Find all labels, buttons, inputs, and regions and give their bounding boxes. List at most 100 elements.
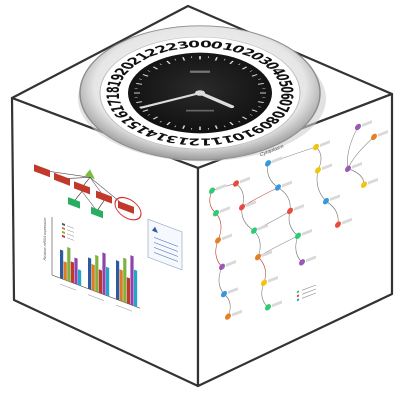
- clock-tick: [152, 66, 159, 70]
- tree-leaf-node: [91, 206, 103, 219]
- clock-tick: [182, 57, 186, 61]
- pathway-label-box: [306, 255, 316, 263]
- tree-node: [54, 172, 70, 186]
- pathway-label-box: [216, 183, 226, 191]
- pathway-label-box: [320, 140, 330, 147]
- chart-bar: [102, 252, 106, 296]
- tree-nodes: [34, 164, 134, 219]
- chart-bar: [123, 257, 127, 304]
- pathway-label-box: [268, 275, 278, 283]
- clock-tick: [258, 78, 262, 80]
- pathway-node: [345, 165, 351, 173]
- clock-brand-marks: [186, 70, 214, 112]
- pathway-label-box: [362, 120, 372, 127]
- clock-tick: [136, 101, 143, 103]
- clock-number: 01: [208, 39, 236, 53]
- clock-tick: [223, 125, 226, 128]
- pathway-node: [355, 123, 361, 131]
- clock-hub: [195, 90, 205, 96]
- chart-x-tick-label: [60, 283, 76, 291]
- clock-tick: [174, 125, 177, 128]
- pathway-node: [323, 197, 329, 205]
- clock-tick: [249, 114, 253, 116]
- clock-number: 17: [104, 98, 129, 114]
- clock-tick: [241, 66, 248, 70]
- clock-tick: [229, 60, 234, 65]
- chart-bar: [60, 249, 64, 280]
- pathway-node: [255, 253, 261, 261]
- clock-tick: [159, 120, 162, 123]
- pathway-node: [313, 143, 319, 151]
- chart-bar: [91, 263, 95, 292]
- chart-legend: [62, 222, 74, 241]
- bar-chart: Relative mRNA expression: [43, 216, 140, 312]
- pathway-label-box: [378, 130, 388, 137]
- pathway-node: [315, 167, 321, 174]
- clock-tick: [257, 83, 264, 85]
- clock-number: 19: [104, 73, 129, 89]
- legend-box: [147, 218, 183, 271]
- pathway-node: [221, 290, 227, 298]
- clock-tick: [136, 83, 143, 85]
- pathway-node: [287, 207, 293, 215]
- tree-leaf-node: [68, 197, 80, 209]
- pathway-label-box: [342, 217, 352, 225]
- chart-bar: [67, 246, 71, 282]
- clock-number: 13: [164, 132, 192, 146]
- tree-node: [74, 181, 90, 195]
- clock-number: 12: [188, 136, 212, 147]
- chart-bar: [74, 257, 78, 285]
- clock-tick: [147, 70, 151, 72]
- pathway-label-box: [330, 194, 340, 202]
- tree-root-node: [85, 169, 95, 180]
- chart-bar: [70, 261, 74, 284]
- pathway-node: [225, 313, 231, 320]
- clock: 0001020304050607080910111213141516171819…: [78, 25, 326, 162]
- clock-tick: [238, 120, 241, 123]
- pathway-label-box: [232, 309, 242, 317]
- clock-tick: [249, 70, 253, 72]
- clock-tick: [138, 78, 142, 80]
- pathway-label-box: [272, 156, 282, 164]
- tree-node: [34, 164, 50, 178]
- chart-ylabel: Relative mRNA expression: [43, 217, 47, 261]
- clock-tick: [229, 121, 234, 126]
- clock-tick: [147, 114, 151, 116]
- chart-bar: [88, 257, 92, 290]
- pathway-label-box: [294, 204, 304, 211]
- pathway-label-box: [222, 233, 232, 241]
- clock-tick: [159, 63, 162, 66]
- pathway-node: [299, 259, 305, 266]
- pathway-node: [295, 232, 301, 240]
- chart-bar: [119, 269, 123, 302]
- pathway-label-box: [322, 163, 332, 171]
- pathway-node: [251, 227, 257, 234]
- pathway-edge: [347, 126, 359, 169]
- chart-bar: [98, 269, 103, 294]
- left-face-content: Relative mRNA expression: [34, 164, 183, 312]
- chart-bars: [60, 246, 138, 312]
- chart-bar: [130, 255, 134, 306]
- pathway-label-box: [246, 200, 256, 208]
- clock-tick: [257, 101, 264, 103]
- pathway-node: [209, 187, 215, 194]
- chart-bar: [126, 277, 131, 305]
- chart-bar: [134, 269, 138, 308]
- clock-number: 23: [164, 39, 192, 53]
- pathway-node: [261, 279, 267, 287]
- chart-x-tick-label: [116, 304, 132, 312]
- clock-hour-hand: [197, 91, 235, 109]
- highlight-circle: [114, 196, 142, 221]
- chart-bar: [95, 254, 99, 293]
- tree-node: [118, 200, 134, 214]
- pathway-node: [233, 180, 239, 187]
- pathway-label-box: [262, 250, 272, 258]
- pathway-label-box: [282, 180, 292, 188]
- clock-tick: [182, 125, 186, 129]
- pathway-node: [265, 160, 271, 167]
- clock-tick: [166, 60, 171, 65]
- pathway-label-box: [228, 287, 238, 295]
- pathway-label-box: [258, 223, 268, 231]
- chart-bar: [78, 269, 82, 287]
- chart-bar: [106, 266, 110, 297]
